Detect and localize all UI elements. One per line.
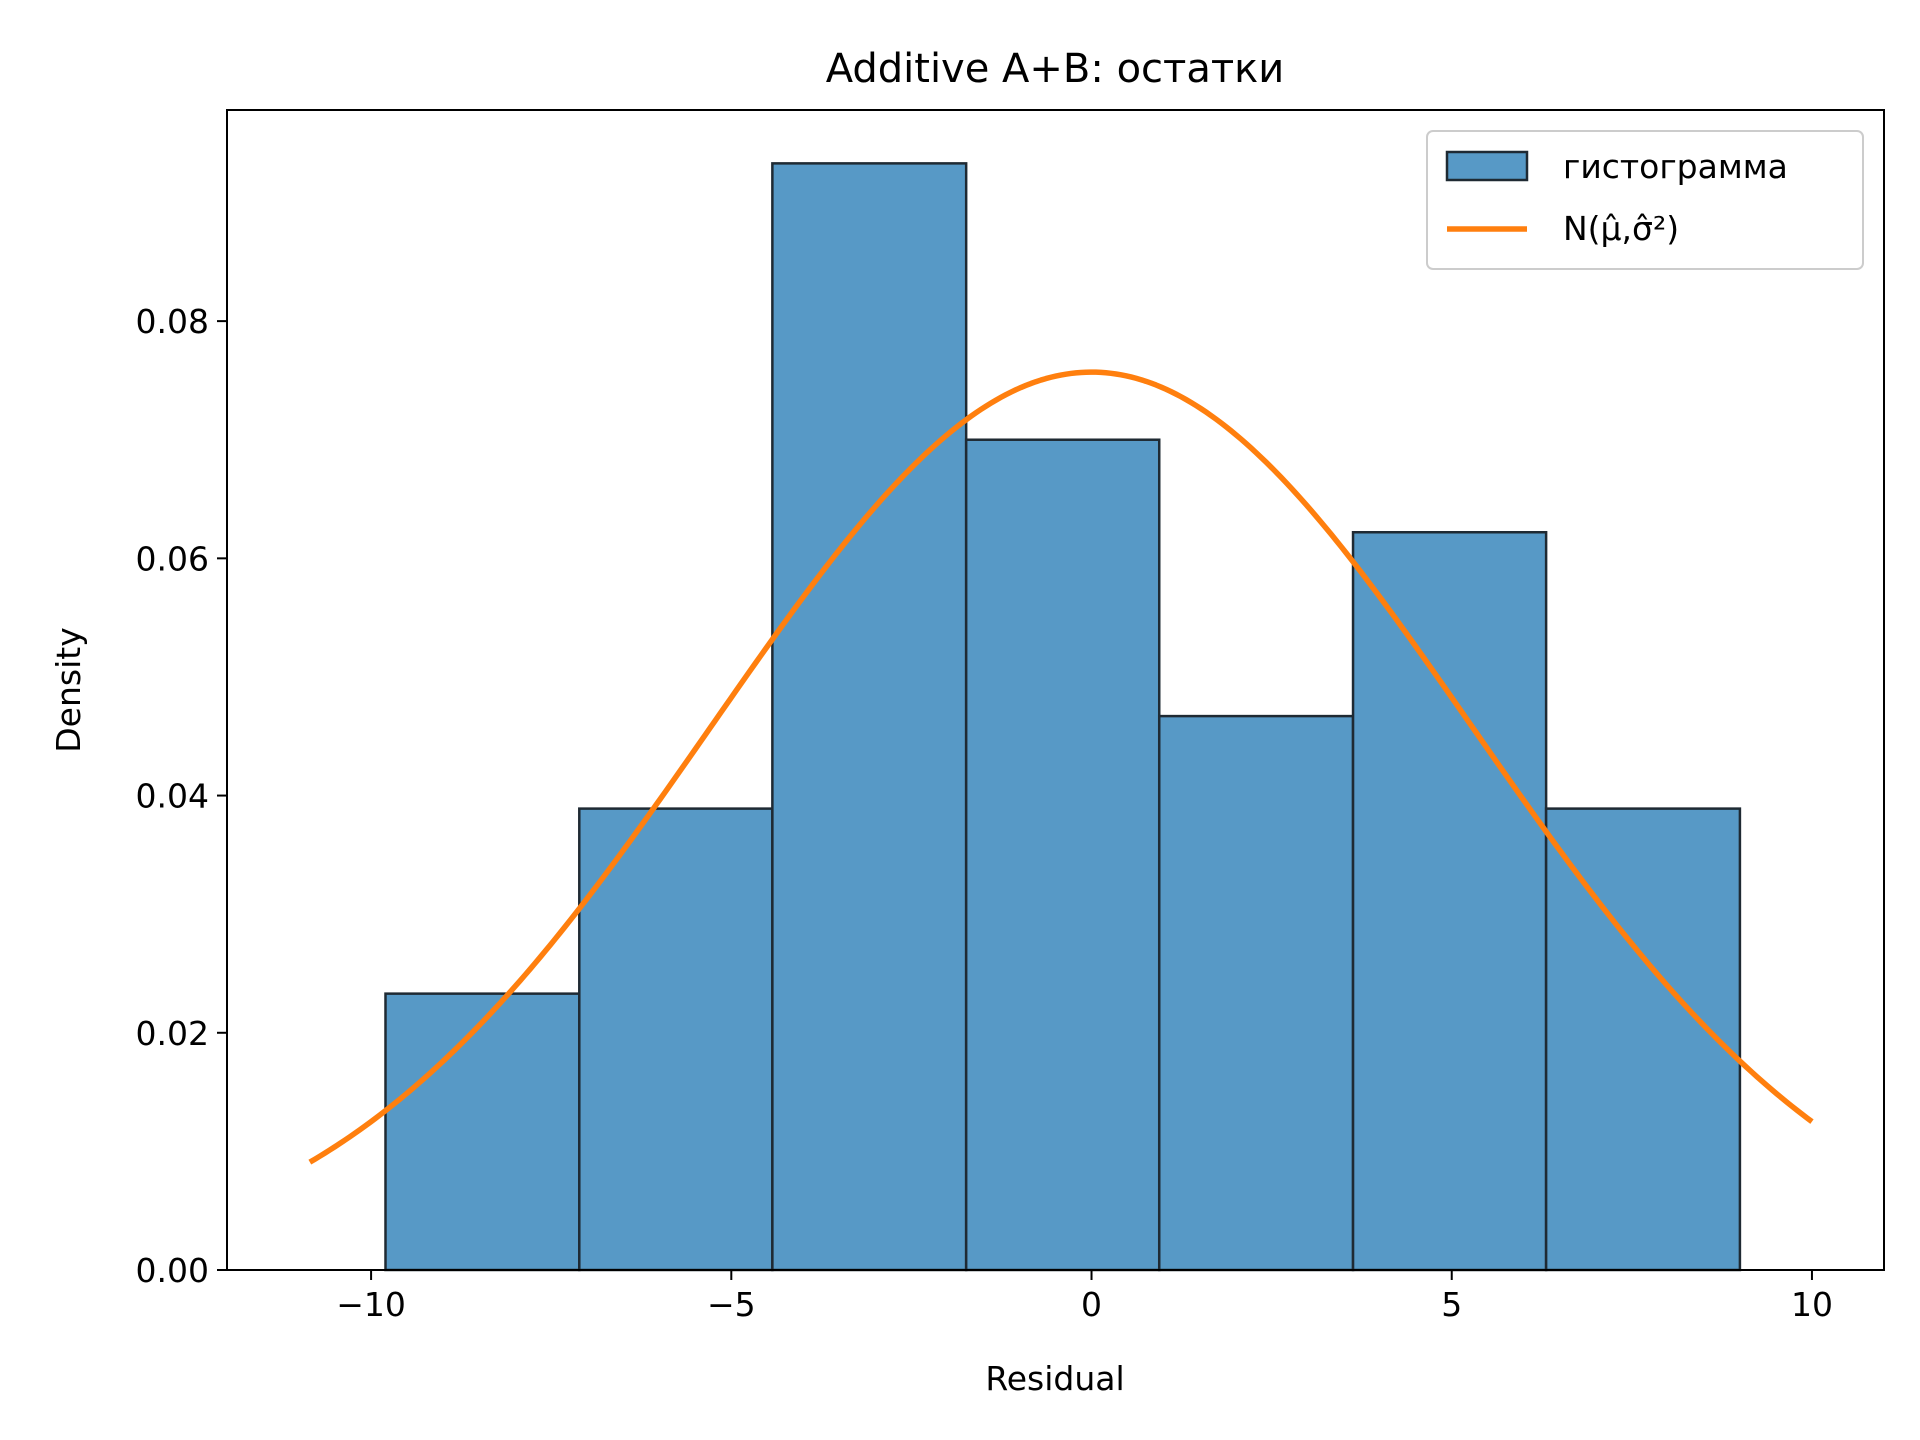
legend-histogram-swatch: [1445, 150, 1529, 182]
plot-frame: [226, 109, 1885, 1271]
x-axis-ticks: −10 −5 0 5 10: [336, 1270, 1833, 1324]
y-axis-ticks: 0.00 0.02 0.04 0.06 0.08: [136, 302, 227, 1290]
y-tick-label: 0.08: [136, 302, 209, 341]
x-axis-label: Residual: [985, 1359, 1124, 1398]
histogram-bar: [1351, 530, 1548, 1272]
histogram-bar: [578, 807, 774, 1272]
y-tick-label: 0.02: [136, 1014, 209, 1053]
histogram-bar: [1544, 807, 1742, 1272]
legend-box: [1426, 130, 1864, 270]
x-tick-label: 10: [1791, 1285, 1833, 1324]
y-tick-label: 0.00: [136, 1251, 209, 1290]
y-tick-label: 0.04: [136, 777, 209, 816]
histogram-bars: [384, 162, 1742, 1272]
legend-histogram-label: гистограмма: [1563, 147, 1788, 186]
x-tick-label: 5: [1441, 1285, 1462, 1324]
y-tick-label: 0.06: [136, 539, 209, 578]
x-tick-label: −10: [336, 1285, 406, 1324]
histogram-bar: [964, 438, 1161, 1272]
normal-curve: [308, 369, 1814, 1165]
histogram-bar: [1157, 714, 1355, 1272]
legend-normal-label: N(μ̂,σ̂²): [1563, 209, 1679, 248]
histogram-bar: [384, 992, 581, 1272]
x-tick-label: 0: [1081, 1285, 1102, 1324]
histogram-bar: [771, 162, 968, 1272]
chart-title: Additive A+B: остатки: [826, 46, 1285, 92]
x-tick-label: −5: [707, 1285, 756, 1324]
y-axis-label: Density: [49, 627, 88, 752]
legend: гистограмма N(μ̂,σ̂²): [1426, 130, 1864, 270]
